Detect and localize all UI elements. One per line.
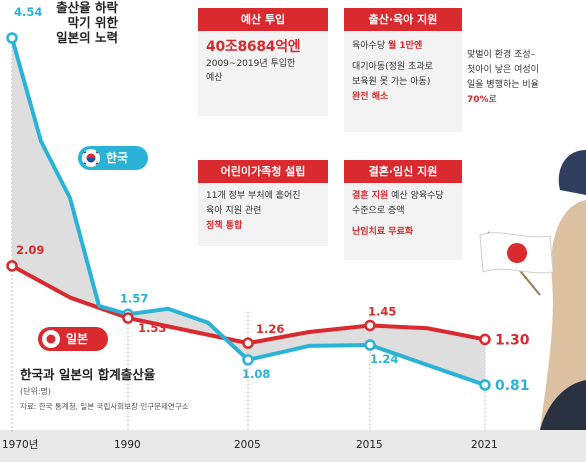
data-point	[364, 319, 376, 332]
data-label: 1.24	[370, 352, 398, 366]
budget-box-header: 예산 투입	[198, 8, 328, 31]
chart-unit: (단위:명)	[20, 387, 52, 396]
work-balance-line-2: 첫아이 낳은 여성이	[467, 65, 539, 75]
marriage-line-3: 난임치료 무료화	[352, 227, 414, 237]
marriage-line-1-highlight: 결혼 지원	[352, 191, 389, 201]
headline-line-3: 일본의 노력	[56, 30, 118, 45]
data-label: 4.54	[14, 5, 42, 19]
x-tick-label: 2015	[356, 439, 383, 451]
birth-support-line-3: 보육원 못 가는 아동)	[352, 77, 431, 87]
marriage-box-header: 결혼·임신 지원	[344, 160, 462, 183]
agency-line-2: 육아 지원 관련	[206, 206, 262, 216]
chart-source: 자료: 한국 통계청, 일본 국립사회보장·인구문제연구소	[20, 402, 189, 411]
data-label: 1.53	[138, 321, 166, 335]
birth-support-line-2: 대기아동(정원 초과로	[352, 62, 433, 72]
data-label: 2.09	[16, 243, 44, 257]
photo-illustration	[0, 150, 586, 462]
person-hat	[558, 150, 586, 195]
chart-title-block: 한국과 일본의 합계출산율 (단위:명) 자료: 한국 통계청, 일본 국립사회…	[20, 364, 189, 412]
japan-flag-icon	[479, 231, 554, 296]
data-point	[479, 379, 491, 391]
chart-title: 한국과 일본의 합계출산율	[20, 367, 156, 382]
korea-line	[10, 37, 486, 387]
agency-line-1: 11개 정부 부처에 흩어진	[206, 191, 301, 201]
birth-support-line-4: 완전 해소	[352, 92, 389, 102]
work-balance-line-1: 맞벌이 환경 조성–	[467, 50, 536, 60]
agency-box-header: 어린이가족청 설립	[198, 160, 328, 183]
data-point	[6, 260, 18, 272]
budget-line-1: 2009~2019년 투입한	[206, 59, 296, 69]
data-point	[479, 333, 491, 346]
x-tick-label: 2005	[234, 439, 261, 451]
japan-legend-flag-icon	[42, 330, 60, 348]
birth-support-allowance: 월 1만엔	[387, 41, 423, 51]
ground-band	[0, 430, 586, 462]
japan-legend-label: 일본	[66, 332, 89, 346]
data-point	[242, 337, 254, 349]
baby-photo	[540, 380, 586, 430]
birth-support-box-header: 출산·육아 지원	[344, 8, 462, 31]
japan-line	[11, 264, 486, 346]
data-label: 0.81	[495, 378, 530, 394]
headline-line-2: 막기 위한	[67, 15, 118, 30]
x-tick-label: 2021	[471, 439, 498, 451]
korea-flag-icon	[82, 149, 100, 167]
agency-box: 어린이가족청 설립 11개 정부 부처에 흩어진 육아 지원 관련 정책 통합	[198, 160, 328, 246]
birth-support-line-1-prefix: 육아수당	[352, 41, 388, 51]
marriage-line-2: 수준으로 증액	[352, 206, 405, 216]
budget-amount: 40조8684억엔	[206, 39, 301, 55]
data-label: 1.30	[495, 332, 530, 348]
birth-support-box: 출산·육아 지원 육아수당 월 1만엔 대기아동(정원 초과로 보육원 못 가는…	[344, 8, 462, 132]
data-label: 1.45	[368, 304, 396, 318]
work-balance-percent: 70%	[467, 95, 489, 105]
data-point	[122, 312, 134, 324]
marriage-line-1-suffix: 예산 양육수당	[388, 191, 444, 201]
data-label: 1.57	[120, 291, 148, 305]
work-balance-line-3: 일을 병행하는 비율	[467, 80, 539, 90]
headline: 출산율 하락 막기 위한 일본의 노력	[0, 0, 118, 45]
korea-legend: 한국	[78, 146, 148, 170]
agency-line-3: 정책 통합	[206, 221, 243, 231]
work-balance-line-4-suffix: 로	[488, 95, 497, 105]
x-tick-label: 1990	[114, 439, 141, 451]
data-point	[6, 32, 18, 44]
budget-box: 예산 투입 40조8684억엔 2009~2019년 투입한 예산	[198, 8, 328, 116]
headline-line-1: 출산율 하락	[56, 0, 118, 15]
marriage-box: 결혼·임신 지원 결혼 지원 예산 양육수당 수준으로 증액 난임치료 무료화	[344, 160, 462, 260]
x-tick-label: 1970년	[2, 439, 38, 451]
data-label: 1.26	[256, 322, 284, 336]
budget-line-2: 예산	[206, 73, 223, 83]
data-point	[242, 354, 254, 366]
data-label: 1.08	[242, 367, 270, 381]
gap-area	[12, 38, 485, 385]
korea-legend-label: 한국	[106, 151, 129, 165]
japan-legend: 일본	[38, 327, 108, 351]
data-point	[364, 339, 376, 351]
work-balance-note: 맞벌이 환경 조성– 첫아이 낳은 여성이 일을 병행하는 비율 70%로	[467, 48, 539, 108]
